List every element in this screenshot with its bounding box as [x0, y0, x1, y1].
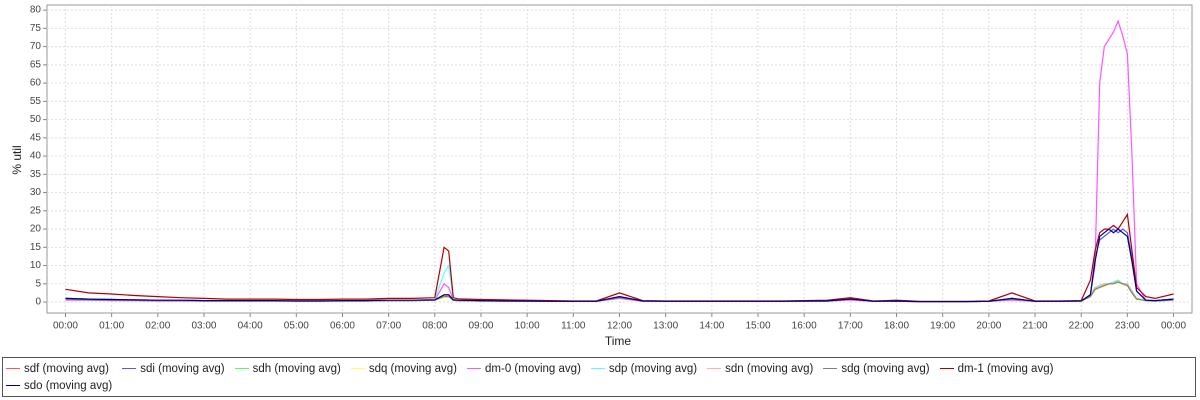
chart: Time % util 0 5 10 15 20 25 30 35 40 45 50 55 60 65 70…: [10, 4, 1193, 348]
legend-item: sdn (moving avg): [707, 361, 813, 376]
legend-item: sdf (moving avg): [6, 361, 112, 376]
legend-swatch: [350, 368, 365, 369]
legend-item: sdq (moving avg): [350, 361, 458, 376]
y-tick-label: 55: [30, 96, 42, 107]
y-tick-label: 30: [30, 187, 42, 198]
x-tick-label: 12:00: [607, 321, 632, 332]
y-tick-label: 75: [30, 23, 42, 34]
x-tick-label: 16:00: [792, 321, 817, 332]
x-tick-label: 05:00: [284, 321, 309, 332]
y-tick-label: 65: [30, 59, 42, 70]
y-tick-label: 80: [30, 5, 42, 16]
y-tick-label: 40: [30, 151, 42, 162]
lines: [65, 19, 1174, 303]
legend-label: sdg (moving avg): [841, 362, 930, 375]
legend-swatch: [467, 368, 482, 369]
x-tick-label: 01:00: [99, 321, 124, 332]
legend-label: sdo (moving avg): [24, 379, 113, 392]
y-tick-label: 20: [30, 224, 42, 235]
grid: [43, 5, 1192, 317]
x-tick-label: 15:00: [745, 321, 770, 332]
legend-item: sdi (moving avg): [122, 361, 225, 376]
x-axis-title: Time: [605, 334, 632, 348]
legend-swatch: [590, 368, 605, 369]
y-tick-label: 10: [30, 260, 42, 271]
legend-swatch: [823, 368, 838, 369]
x-tick-label: 23:00: [1115, 321, 1140, 332]
x-tick-label: 20:00: [976, 321, 1001, 332]
x-tick-label: 13:00: [653, 321, 678, 332]
x-tick-label: 07:00: [376, 321, 401, 332]
x-tick-label: 10:00: [515, 321, 540, 332]
legend-item: sdo (moving avg): [6, 378, 112, 393]
y-axis-title: % util: [10, 145, 24, 174]
x-tick-label: 08:00: [422, 321, 447, 332]
legend-label: sdf (moving avg): [24, 362, 110, 375]
y-tick-label: 70: [30, 41, 42, 52]
x-tick-label: 18:00: [884, 321, 909, 332]
y-tick-label: 15: [30, 242, 42, 253]
legend-item: dm-0 (moving avg): [467, 361, 581, 376]
legend-swatch: [234, 368, 249, 369]
y-tick-label: 0: [35, 297, 41, 308]
legend-swatch: [122, 368, 137, 369]
x-tick-label: 02:00: [145, 321, 170, 332]
x-tick-label: 19:00: [930, 321, 955, 332]
legend-swatch: [6, 385, 20, 386]
legend-label: sdh (moving avg): [252, 362, 341, 375]
y-tick-label: 25: [30, 205, 42, 216]
y-tick-label: 35: [30, 169, 42, 180]
x-tick-label: 09:00: [468, 321, 493, 332]
legend-label: sdn (moving avg): [725, 362, 814, 375]
legend-label: dm-0 (moving avg): [485, 362, 581, 375]
legend-swatch: [707, 368, 722, 369]
x-tick-label: 14:00: [699, 321, 724, 332]
x-tick-label: 21:00: [1023, 321, 1048, 332]
y-tick-label: 50: [30, 114, 42, 125]
x-tick-label: 04:00: [238, 321, 263, 332]
legend-item: sdp (moving avg): [590, 361, 698, 376]
legend-label: sdq (moving avg): [368, 362, 458, 375]
x-tick-label: 22:00: [1069, 321, 1094, 332]
legend-item: sdg (moving avg): [823, 361, 930, 376]
x-tick-label: 11:00: [561, 321, 586, 332]
y-tick-label: 60: [30, 78, 42, 89]
legend-item: dm-1 (moving avg): [939, 361, 1054, 376]
x-tick-label: 00:00: [1161, 321, 1186, 332]
legend-swatch: [939, 368, 954, 369]
legend-item: sdh (moving avg): [234, 361, 341, 376]
legend-label: sdp (moving avg): [608, 362, 698, 375]
series-line: [65, 228, 1174, 303]
y-tick-label: 5: [35, 278, 41, 289]
x-tick-label: 06:00: [330, 321, 355, 332]
y-tick-label: 45: [30, 132, 42, 143]
x-tick-label: 00:00: [53, 321, 78, 332]
x-tick-label: 17:00: [838, 321, 863, 332]
legend: sdf (moving avg) sdi (moving avg) sdh (mov…: [2, 357, 1196, 397]
x-tick-label: 03:00: [191, 321, 216, 332]
legend-label: dm-1 (moving avg): [957, 362, 1054, 375]
legend-label: sdi (moving avg): [140, 362, 225, 375]
legend-swatch: [6, 368, 20, 369]
